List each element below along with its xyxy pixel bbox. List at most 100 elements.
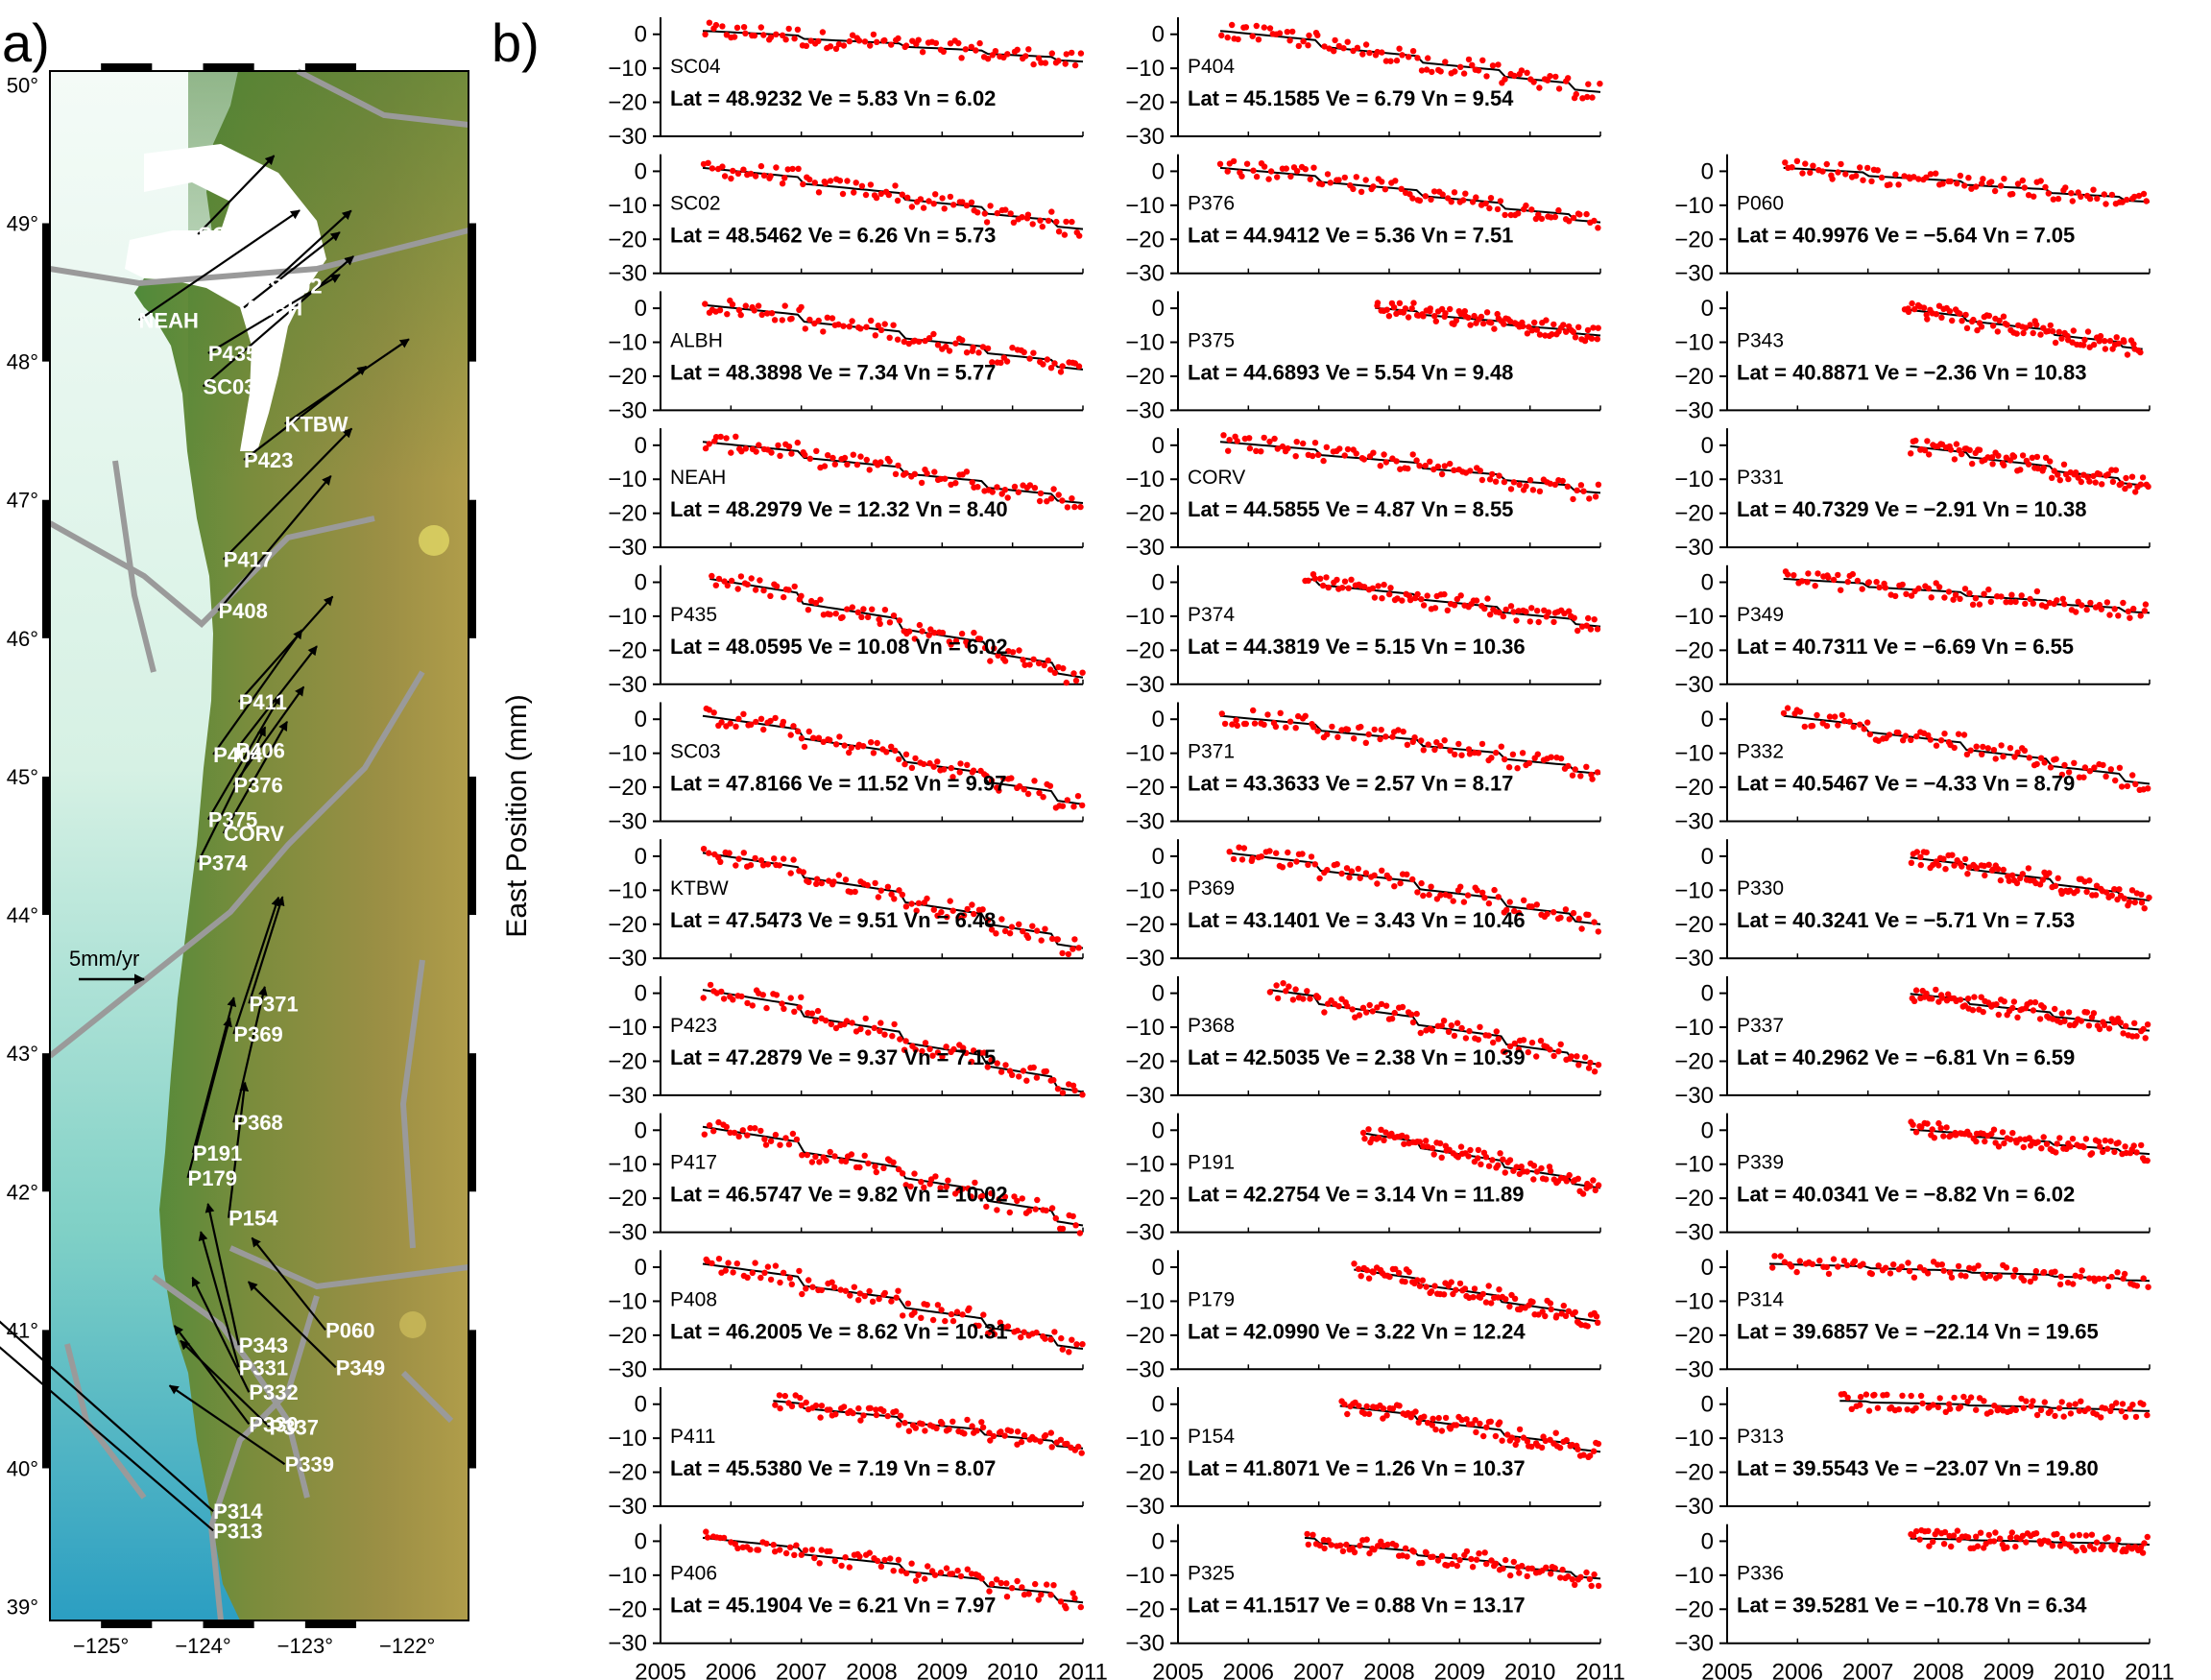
lat-tick-labels: 50°49°48°47°46°45°44°43°42°41°40°39°	[7, 73, 38, 1619]
data-point	[1940, 1133, 1947, 1140]
data-point	[2025, 461, 2032, 468]
y-tick-label: −30	[1674, 1356, 1714, 1382]
data-point	[1295, 42, 1303, 50]
data-point	[1399, 1003, 1406, 1011]
data-point	[1014, 46, 1021, 53]
data-point	[1021, 1431, 1028, 1439]
data-point	[1481, 895, 1488, 901]
data-point	[893, 1294, 900, 1301]
data-point	[2086, 478, 2093, 485]
data-point	[1306, 32, 1312, 39]
data-point	[1949, 852, 1956, 858]
data-point	[1319, 582, 1327, 589]
data-point	[1339, 585, 1346, 591]
lat-tick-label: 45°	[7, 765, 38, 789]
data-point	[767, 1276, 775, 1284]
data-point	[1019, 214, 1025, 221]
station-label-corv: CORV	[224, 822, 284, 846]
data-point	[850, 451, 856, 458]
data-point	[1448, 199, 1454, 205]
station-name: P191	[1188, 1152, 1235, 1174]
data-point	[767, 1138, 775, 1144]
data-point	[2042, 603, 2050, 611]
y-tick-label: 0	[1701, 296, 1714, 322]
data-point	[987, 658, 994, 664]
data-point	[1823, 1263, 1831, 1271]
y-tick-label: −30	[608, 1083, 647, 1109]
data-point	[1001, 487, 1009, 493]
data-point	[1305, 861, 1311, 868]
data-point	[1912, 1527, 1920, 1535]
data-point	[1463, 1548, 1471, 1555]
data-point	[1348, 868, 1356, 875]
data-point	[781, 593, 787, 601]
data-point	[808, 1159, 816, 1165]
data-point	[744, 581, 751, 588]
x-tick-label: 2010	[2054, 1660, 2104, 1680]
data-point	[1975, 1262, 1982, 1269]
data-point	[1355, 1265, 1362, 1273]
data-point	[2133, 1149, 2140, 1156]
data-point	[1515, 608, 1523, 614]
data-point	[1595, 225, 1601, 231]
data-point	[2079, 602, 2085, 609]
station-stats: Lat = 42.5035 Ve = 2.38 Vn = 10.39	[1188, 1045, 1526, 1069]
data-point	[1542, 1312, 1549, 1320]
data-point	[1361, 1410, 1368, 1417]
data-point	[2052, 882, 2059, 889]
data-point	[958, 55, 965, 61]
data-point	[1580, 488, 1587, 494]
data-point	[1383, 1412, 1390, 1419]
data-point	[810, 734, 817, 741]
data-point	[1976, 446, 1983, 453]
data-point	[2102, 1137, 2108, 1144]
data-point	[1892, 171, 1899, 178]
velocity-arrow-p423	[243, 365, 368, 461]
data-point	[1868, 178, 1875, 184]
observations	[1908, 849, 2152, 912]
data-point	[709, 1260, 715, 1267]
data-point	[796, 1267, 803, 1275]
data-point	[1292, 453, 1299, 460]
data-point	[1059, 1090, 1067, 1096]
data-point	[1060, 665, 1067, 672]
data-point	[1430, 466, 1437, 473]
data-point	[939, 1053, 946, 1060]
data-point	[1456, 1556, 1463, 1564]
data-point	[1429, 1027, 1435, 1034]
data-point	[2074, 887, 2080, 895]
data-point	[2141, 608, 2149, 614]
data-point	[2054, 1530, 2060, 1538]
data-point	[1044, 498, 1050, 505]
data-point	[1528, 1039, 1536, 1046]
data-point	[2001, 998, 2007, 1005]
y-tick-label: −30	[1125, 124, 1165, 150]
data-point	[1363, 1403, 1370, 1410]
data-point	[2137, 348, 2144, 356]
data-point	[1502, 76, 1508, 83]
data-point	[1438, 1428, 1446, 1434]
data-point	[994, 1060, 1000, 1067]
data-point	[886, 458, 893, 465]
data-point	[1418, 596, 1425, 603]
data-point	[1475, 67, 1482, 74]
data-point	[1435, 1414, 1442, 1422]
data-point	[1864, 719, 1871, 726]
data-point	[1903, 590, 1910, 597]
data-point	[1958, 1272, 1964, 1279]
data-point	[827, 1548, 833, 1555]
data-point	[1984, 745, 1991, 752]
data-point	[2140, 1025, 2147, 1033]
station-name: P423	[670, 1015, 717, 1037]
data-point	[1063, 1605, 1069, 1612]
station-name: P375	[1188, 329, 1235, 351]
model-line	[1910, 856, 2151, 901]
frame-bar	[203, 1620, 254, 1628]
data-point	[1530, 79, 1537, 85]
data-point	[1354, 44, 1361, 51]
data-point	[727, 720, 733, 727]
data-point	[1951, 456, 1959, 463]
